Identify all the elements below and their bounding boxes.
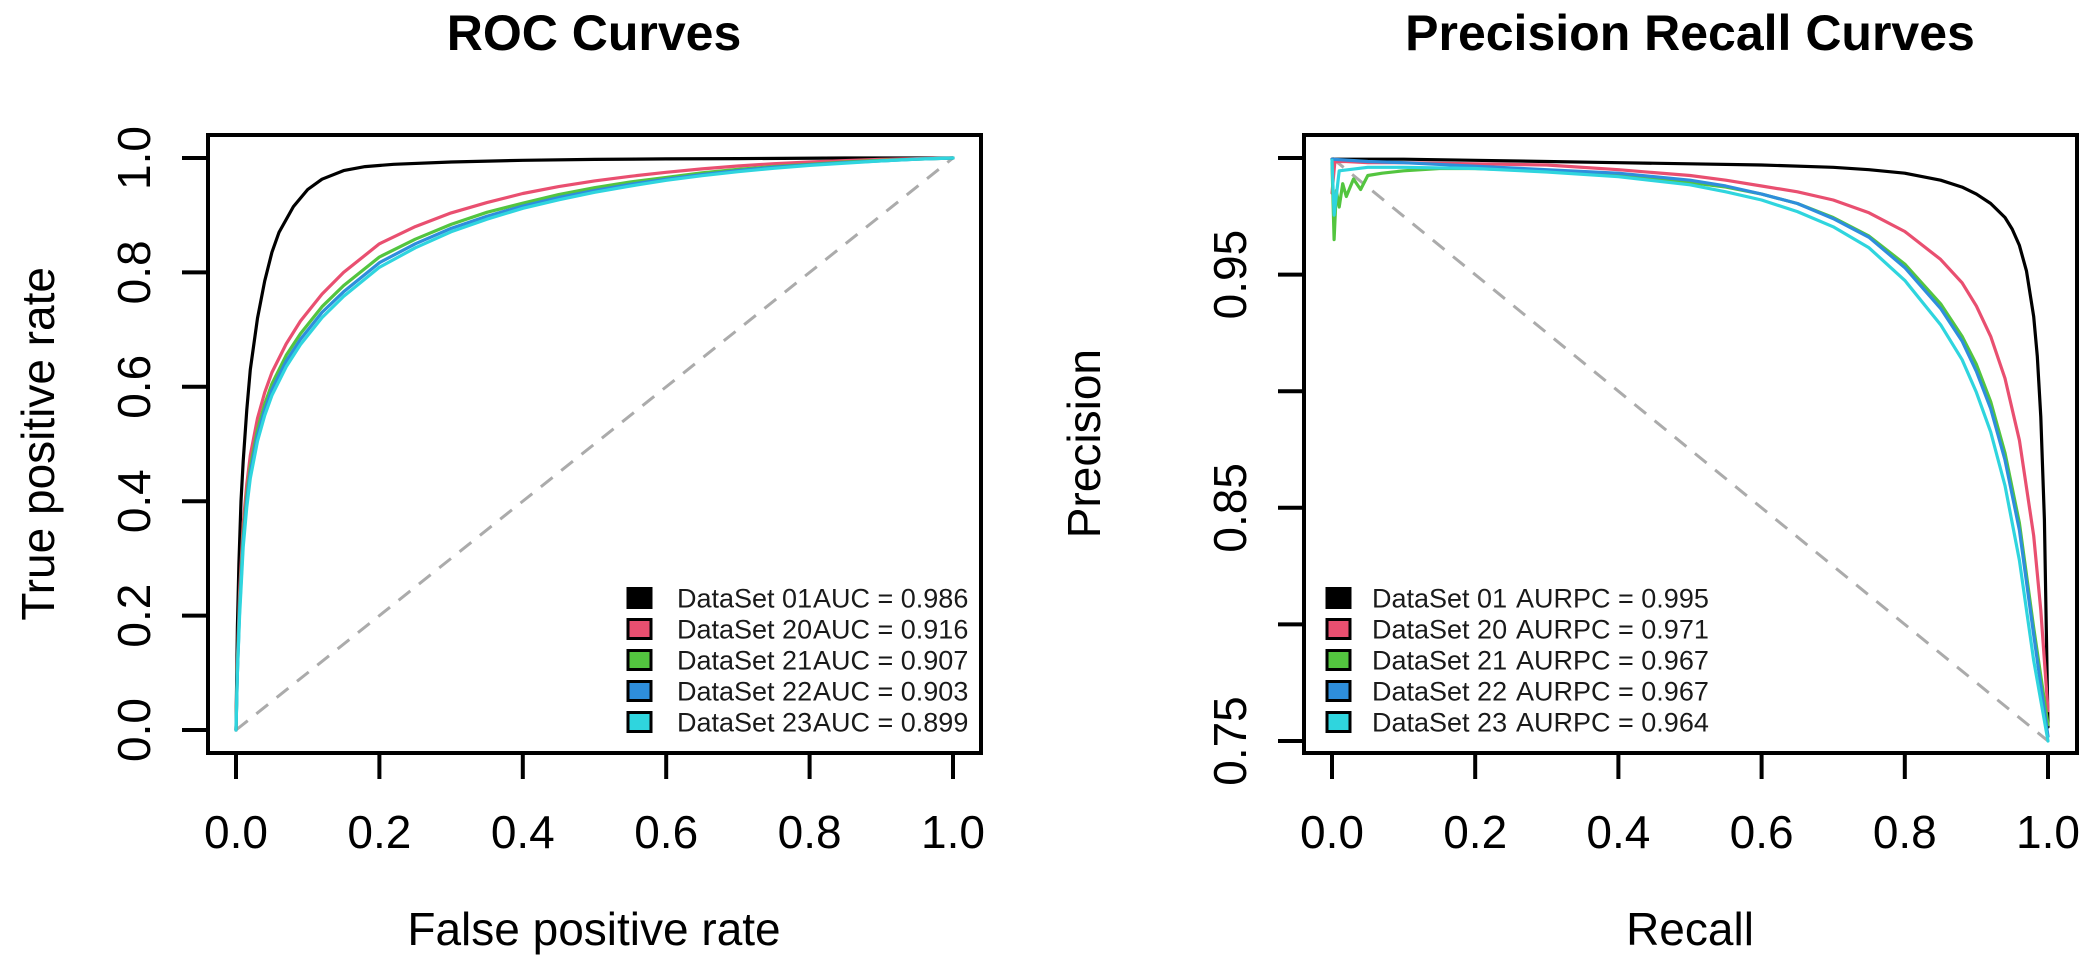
- chart-roc-curves: 0.0 0.2 0.4 0.6 0.8 1.0 0.0 0.2 0.4 0.6 0.8 1.0 Data…: [108, 126, 985, 858]
- curve-dataset-01: [1330, 157, 2050, 729]
- legend-stat-dataset-23: AURPC = 0.964: [1516, 708, 1709, 738]
- legend-label-dataset-22: DataSet 22: [677, 677, 812, 707]
- roc-yaxis-title: True positive rate: [12, 267, 64, 621]
- legend-swatch-dataset-01: [1325, 587, 1352, 609]
- y-tick-label: 0.4: [108, 469, 160, 533]
- legend-stat-dataset-20: AUC = 0.916: [813, 615, 968, 645]
- curve-dataset-23: [234, 156, 955, 732]
- x-tick-label: 0.8: [778, 806, 842, 858]
- curve-dataset-20: [234, 156, 955, 732]
- curve-dataset-01: [234, 156, 955, 732]
- legend-label-dataset-01: DataSet 01: [677, 584, 812, 614]
- y-tick-label: 0.95: [1204, 230, 1256, 320]
- legend-label-dataset-01: DataSet 01: [1372, 584, 1507, 614]
- legend-swatch-dataset-22: [1325, 680, 1352, 702]
- chart-precision-recall-curves: 0.0 0.2 0.4 0.6 0.8 1.0 0.75 0.85 0.95 DataSet 01…: [1204, 133, 2080, 858]
- x-tick-label: 1.0: [2016, 806, 2080, 858]
- legend-label-dataset-23: DataSet 23: [1372, 708, 1507, 738]
- x-tick-label: 0.4: [491, 806, 555, 858]
- legend-swatch-dataset-20: [1325, 618, 1352, 640]
- roc-yaxis-title-wrap: True positive rate: [6, 135, 70, 753]
- y-tick-label: 0.85: [1204, 463, 1256, 553]
- pr-xaxis-title: Recall: [1626, 903, 1754, 955]
- y-tick-label: 1.0: [108, 126, 160, 190]
- legend-label-dataset-21: DataSet 21: [1372, 646, 1507, 676]
- legend-swatch-dataset-20: [626, 618, 653, 640]
- x-tick-label: 0.0: [204, 806, 268, 858]
- plot-frame: [206, 133, 983, 755]
- reference-diagonal: [235, 156, 954, 732]
- legend-label-dataset-23: DataSet 23: [677, 708, 812, 738]
- y-tick-label: 0.0: [108, 698, 160, 762]
- x-tick-label: 0.8: [1873, 806, 1937, 858]
- curve-dataset-21: [1330, 161, 2050, 727]
- legend-swatch-dataset-01: [626, 587, 653, 609]
- legend-stat-dataset-20: AURPC = 0.971: [1516, 615, 1709, 645]
- pr-chart-title: Precision Recall Curves: [1405, 5, 1975, 61]
- roc-xaxis-title: False positive rate: [407, 903, 781, 955]
- curve-dataset-23: [1330, 158, 2050, 743]
- x-tick-label: 0.2: [347, 806, 411, 858]
- pr-yaxis-title-wrap: Precision: [1052, 135, 1116, 753]
- legend-stat-dataset-22: AURPC = 0.967: [1516, 677, 1709, 707]
- legend-stat-dataset-22: AUC = 0.903: [813, 677, 968, 707]
- plot-frame: [1302, 133, 2079, 755]
- x-tick-label: 0.6: [634, 806, 698, 858]
- legend-precision-recall-curves: DataSet 01 AURPC = 0.995 DataSet 20 AURPC =…: [1325, 584, 1709, 738]
- y-tick-label: 0.8: [108, 240, 160, 304]
- x-tick-label: 0.0: [1300, 806, 1364, 858]
- curve-dataset-22: [1330, 157, 2050, 738]
- legend-label-dataset-22: DataSet 22: [1372, 677, 1507, 707]
- x-tick-label: 1.0: [921, 806, 985, 858]
- legend-swatch-dataset-22: [626, 680, 653, 702]
- legend-label-dataset-20: DataSet 20: [677, 615, 812, 645]
- legend-stat-dataset-01: AUC = 0.986: [813, 584, 968, 614]
- roc-chart-title: ROC Curves: [446, 5, 742, 61]
- legend-swatch-dataset-23: [1325, 711, 1352, 733]
- legend-label-dataset-20: DataSet 20: [1372, 615, 1507, 645]
- legend-stat-dataset-21: AURPC = 0.967: [1516, 646, 1709, 676]
- legend-stat-dataset-21: AUC = 0.907: [813, 646, 968, 676]
- legend-stat-dataset-01: AURPC = 0.995: [1516, 584, 1709, 614]
- y-tick-label: 0.2: [108, 584, 160, 648]
- legend-swatch-dataset-23: [626, 711, 653, 733]
- legend-swatch-dataset-21: [1325, 649, 1352, 671]
- legend-swatch-dataset-21: [626, 649, 653, 671]
- pr-yaxis-title: Precision: [1058, 349, 1110, 539]
- legend-label-dataset-21: DataSet 21: [677, 646, 812, 676]
- x-tick-label: 0.2: [1443, 806, 1507, 858]
- x-tick-label: 0.6: [1730, 806, 1794, 858]
- y-tick-label: 0.6: [108, 355, 160, 419]
- x-tick-label: 0.4: [1586, 806, 1650, 858]
- y-tick-label: 0.75: [1204, 696, 1256, 786]
- legend-stat-dataset-23: AUC = 0.899: [813, 708, 968, 738]
